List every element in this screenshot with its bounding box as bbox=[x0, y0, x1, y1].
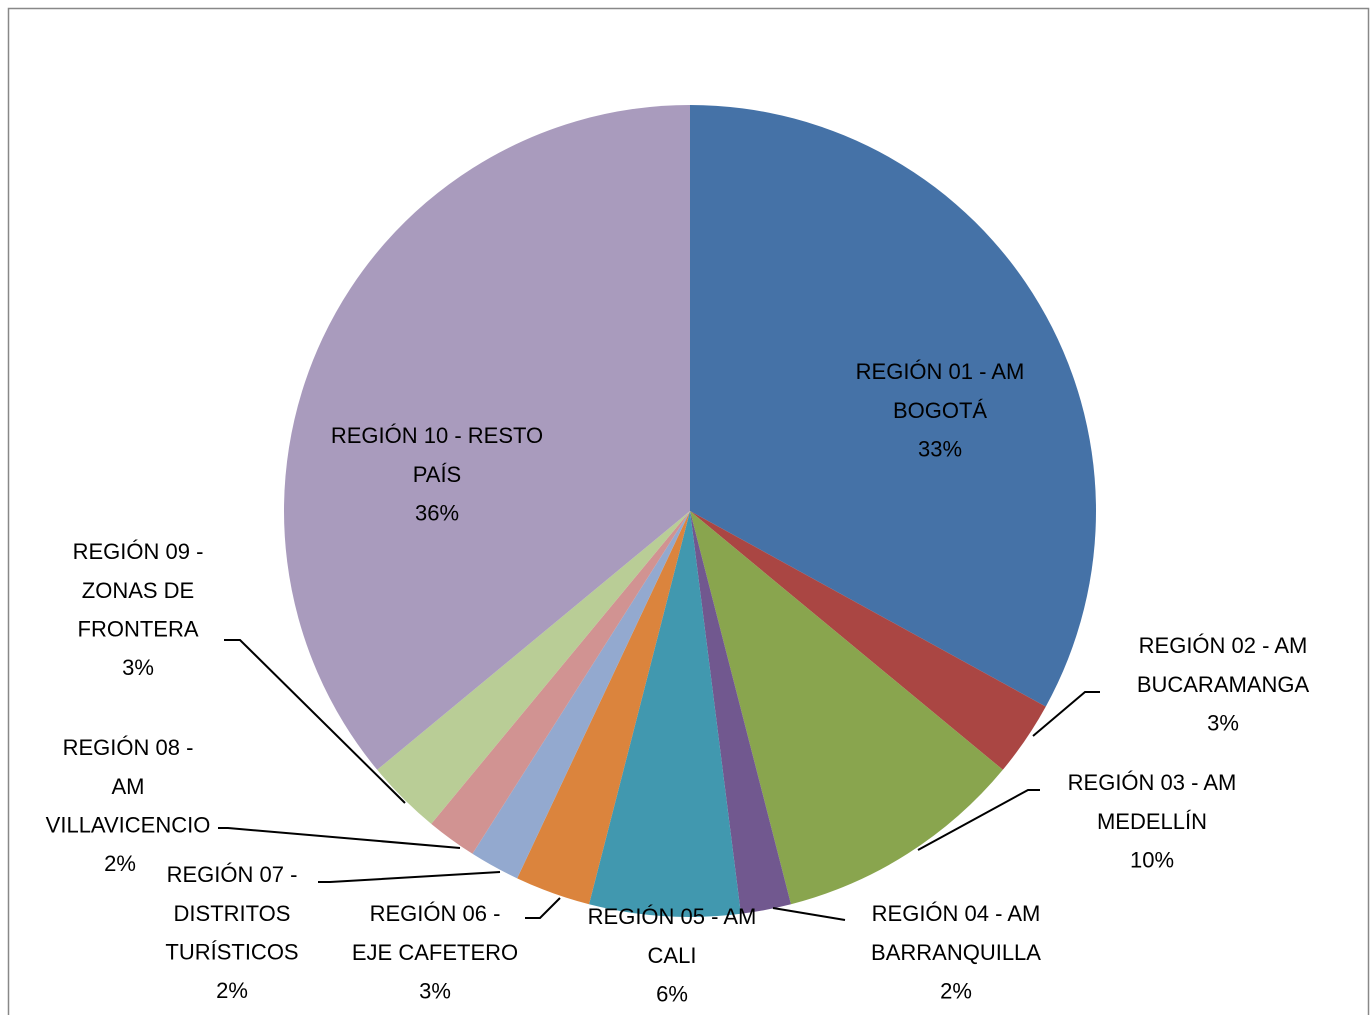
slice-value-label: 2% bbox=[216, 978, 248, 1003]
label-line: BUCARAMANGA bbox=[1137, 672, 1310, 697]
leader-line bbox=[318, 871, 501, 883]
pie-slice bbox=[517, 511, 690, 905]
pie-slice bbox=[284, 104, 690, 770]
label-line: BOGOTÁ bbox=[893, 398, 987, 423]
slice-label: REGIÓN 10 - RESTO PAÍS bbox=[331, 423, 543, 487]
label-line: REGIÓN 07 - bbox=[167, 862, 298, 887]
slice-label: REGIÓN 03 - AM MEDELLÍN bbox=[1068, 770, 1237, 834]
label-line: CALI bbox=[648, 943, 697, 968]
slice-label: REGIÓN 01 - AM BOGOTÁ bbox=[856, 359, 1025, 423]
label-line: TURÍSTICOS bbox=[165, 939, 298, 964]
pie-slice bbox=[472, 511, 690, 879]
leader-line bbox=[917, 789, 1040, 851]
label-line: EJE CAFETERO bbox=[352, 940, 518, 965]
slice-value-label: 2% bbox=[104, 851, 136, 876]
pie-slice bbox=[589, 511, 741, 917]
slice-label: REGIÓN 05 - AM CALI bbox=[588, 904, 757, 968]
slice-label: REGIÓN 09 - ZONAS DE FRONTERA bbox=[73, 539, 204, 642]
pie-slice bbox=[690, 105, 1096, 707]
leader-line bbox=[218, 827, 461, 849]
label-line: REGIÓN 06 - bbox=[370, 901, 501, 926]
slice-label: REGIÓN 04 - AM BARRANQUILLA bbox=[871, 901, 1041, 965]
pie-slice bbox=[431, 511, 690, 854]
label-line: MEDELLÍN bbox=[1097, 809, 1207, 834]
leader-line bbox=[224, 639, 406, 804]
label-line: REGIÓN 03 - AM bbox=[1068, 770, 1237, 795]
slice-value-label: 33% bbox=[918, 436, 962, 461]
slice-value-label: 3% bbox=[1207, 710, 1239, 735]
label-line: REGIÓN 02 - AM bbox=[1139, 633, 1308, 658]
slice-label: REGIÓN 02 - AM BUCARAMANGA bbox=[1137, 633, 1310, 697]
slice-value-label: 2% bbox=[940, 978, 972, 1003]
label-line: REGIÓN 09 - bbox=[73, 539, 204, 564]
slice-label: REGIÓN 06 - EJE CAFETERO bbox=[352, 901, 518, 965]
pie-slice bbox=[690, 511, 791, 914]
label-line: REGIÓN 08 - bbox=[63, 735, 194, 760]
pie-slice bbox=[377, 511, 690, 824]
label-line: AM bbox=[112, 774, 145, 799]
label-line: REGIÓN 01 - AM bbox=[856, 359, 1025, 384]
slice-label: REGIÓN 08 - AM VILLAVICENCIO bbox=[46, 735, 211, 838]
label-line: REGIÓN 04 - AM bbox=[872, 901, 1041, 926]
leader-lines bbox=[218, 639, 1100, 921]
slices bbox=[284, 104, 1096, 917]
label-line: PAÍS bbox=[413, 462, 462, 487]
label-line: VILLAVICENCIO bbox=[46, 812, 211, 837]
label-line: BARRANQUILLA bbox=[871, 940, 1041, 965]
pie-slice bbox=[690, 511, 1003, 905]
slice-value-label: 6% bbox=[656, 981, 688, 1006]
label-line: REGIÓN 05 - AM bbox=[588, 904, 757, 929]
pie-slice bbox=[690, 511, 1046, 770]
slice-value-label: 10% bbox=[1130, 847, 1174, 872]
slice-value-label: 3% bbox=[122, 655, 154, 680]
label-line: DISTRITOS bbox=[174, 901, 291, 926]
slice-value-label: 36% bbox=[415, 500, 459, 525]
leader-line bbox=[1032, 691, 1100, 737]
label-line: FRONTERA bbox=[78, 616, 199, 641]
slice-value-label: 3% bbox=[419, 978, 451, 1003]
label-line: ZONAS DE bbox=[82, 578, 194, 603]
leader-line bbox=[525, 897, 561, 919]
slice-label: REGIÓN 07 - DISTRITOS TURÍSTICOS bbox=[165, 862, 298, 965]
leader-line bbox=[772, 907, 846, 921]
label-line: REGIÓN 10 - RESTO bbox=[331, 423, 543, 448]
